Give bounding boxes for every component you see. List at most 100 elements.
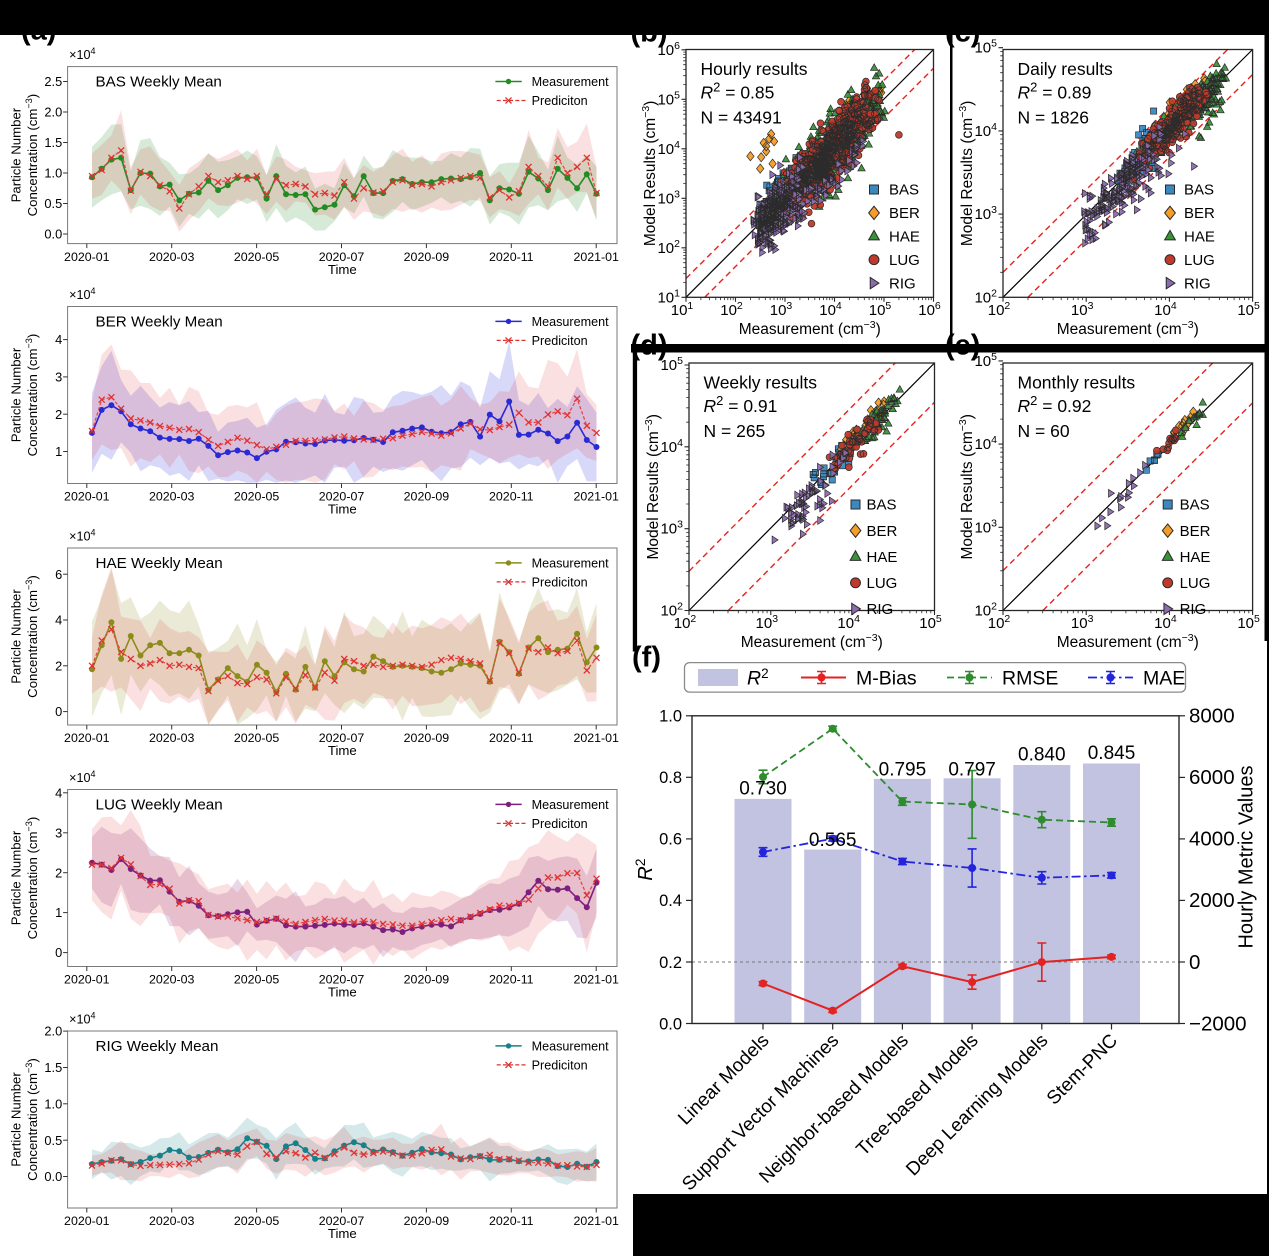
svg-text:MAE: MAE (1143, 668, 1185, 690)
svg-text:0: 0 (55, 704, 62, 719)
svg-text:HAE: HAE (889, 229, 920, 246)
svg-text:Hourly results: Hourly results (701, 59, 808, 79)
svg-text:N = 43491: N = 43491 (701, 108, 782, 128)
svg-text:4: 4 (55, 785, 62, 800)
svg-text:BER: BER (889, 205, 920, 222)
svg-text:3: 3 (55, 825, 62, 840)
svg-text:LUG Weekly Mean: LUG Weekly Mean (96, 797, 223, 814)
svg-text:BER: BER (1180, 523, 1211, 540)
svg-text:RIG: RIG (1184, 275, 1211, 292)
svg-text:Time: Time (328, 985, 357, 1000)
svg-text:2020-01: 2020-01 (64, 1214, 110, 1228)
svg-text:RIG Weekly Mean: RIG Weekly Mean (96, 1038, 219, 1055)
svg-text:2020-03: 2020-03 (149, 731, 195, 745)
svg-text:2020-05: 2020-05 (234, 1214, 280, 1228)
svg-text:R2 = 0.92: R2 = 0.92 (1018, 393, 1092, 416)
svg-text:6000: 6000 (1189, 766, 1235, 789)
svg-text:Concentration (cm−3): Concentration (cm−3) (24, 575, 40, 698)
svg-text:N = 265: N = 265 (704, 421, 766, 441)
svg-text:Measurement (cm−3): Measurement (cm−3) (741, 632, 883, 651)
svg-text:2020-03: 2020-03 (149, 973, 195, 987)
svg-text:×104: ×104 (69, 286, 95, 302)
svg-text:0.0: 0.0 (44, 1169, 62, 1184)
svg-text:2020-09: 2020-09 (404, 250, 450, 264)
svg-text:BAS: BAS (1180, 497, 1210, 514)
svg-text:HAE: HAE (867, 549, 898, 566)
svg-text:2020-03: 2020-03 (149, 1214, 195, 1228)
svg-text:0.2: 0.2 (659, 954, 682, 972)
svg-text:Measurement: Measurement (532, 75, 609, 89)
svg-text:0.5: 0.5 (44, 196, 62, 211)
svg-text:2020-05: 2020-05 (234, 973, 280, 987)
svg-text:2: 2 (55, 658, 62, 673)
svg-text:2000: 2000 (1189, 889, 1235, 912)
svg-text:2020-11: 2020-11 (489, 731, 534, 745)
svg-text:Measurement: Measurement (532, 315, 609, 329)
svg-text:Weekly results: Weekly results (704, 372, 818, 392)
svg-text:0: 0 (55, 945, 62, 960)
svg-text:2020-11: 2020-11 (489, 250, 534, 264)
svg-text:1.0: 1.0 (44, 166, 62, 181)
svg-text:0.0: 0.0 (659, 1015, 682, 1033)
svg-text:2020-01: 2020-01 (64, 973, 110, 987)
svg-text:2020-09: 2020-09 (404, 973, 450, 987)
svg-text:Time: Time (328, 262, 357, 277)
svg-text:0.845: 0.845 (1088, 743, 1136, 764)
svg-text:2021-01: 2021-01 (573, 490, 619, 504)
svg-text:HAE Weekly Mean: HAE Weekly Mean (96, 555, 223, 572)
svg-text:2021-01: 2021-01 (573, 1214, 619, 1228)
svg-text:R2 = 0.91: R2 = 0.91 (704, 393, 778, 416)
svg-text:0.840: 0.840 (1018, 745, 1066, 766)
svg-text:2021-01: 2021-01 (573, 973, 619, 987)
svg-text:Time: Time (328, 1226, 357, 1241)
svg-text:−2000: −2000 (1189, 1012, 1247, 1035)
svg-text:Measurement (cm−3): Measurement (cm−3) (1057, 632, 1199, 651)
svg-text:Model Results (cm−3): Model Results (cm−3) (640, 101, 659, 247)
svg-text:2020-11: 2020-11 (489, 490, 534, 504)
svg-text:4000: 4000 (1189, 828, 1235, 851)
svg-text:×104: ×104 (69, 528, 95, 544)
svg-text:BAS Weekly Mean: BAS Weekly Mean (96, 74, 222, 91)
svg-text:1.0: 1.0 (44, 1096, 62, 1111)
svg-text:2020-09: 2020-09 (404, 490, 450, 504)
svg-text:×104: ×104 (69, 769, 95, 785)
svg-text:Measurement: Measurement (532, 798, 609, 812)
svg-text:2.0: 2.0 (44, 105, 62, 120)
svg-text:Measurement: Measurement (532, 1039, 609, 1053)
svg-text:Prediciton: Prediciton (532, 575, 588, 589)
svg-text:Time: Time (328, 502, 357, 517)
svg-text:Concentration (cm−3): Concentration (cm−3) (24, 1058, 40, 1181)
svg-text:1.5: 1.5 (44, 1060, 62, 1075)
svg-text:Model Results (cm−3): Model Results (cm−3) (957, 414, 976, 560)
svg-text:2021-01: 2021-01 (573, 250, 619, 264)
svg-text:0.5: 0.5 (44, 1133, 62, 1148)
svg-text:2021-01: 2021-01 (573, 731, 619, 745)
svg-text:Concentration (cm−3): Concentration (cm−3) (24, 334, 40, 457)
svg-text:Particle Number: Particle Number (9, 107, 24, 202)
svg-text:Concentration (cm−3): Concentration (cm−3) (24, 94, 40, 217)
svg-text:0.8: 0.8 (659, 769, 682, 787)
svg-text:2020-03: 2020-03 (149, 250, 195, 264)
svg-text:0.795: 0.795 (879, 760, 927, 781)
svg-text:×104: ×104 (69, 1011, 95, 1027)
svg-text:2020-11: 2020-11 (489, 973, 534, 987)
svg-text:Measurement (cm−3): Measurement (cm−3) (1057, 319, 1199, 338)
svg-text:2.5: 2.5 (44, 74, 62, 89)
svg-text:4: 4 (55, 613, 62, 628)
svg-text:2: 2 (55, 865, 62, 880)
svg-text:2020-01: 2020-01 (64, 731, 110, 745)
svg-text:2020-07: 2020-07 (319, 250, 365, 264)
svg-text:RIG: RIG (889, 275, 916, 292)
svg-text:RIG: RIG (1180, 601, 1207, 618)
svg-text:0: 0 (1189, 951, 1200, 974)
svg-text:8000: 8000 (1189, 705, 1235, 728)
svg-text:Particle Number: Particle Number (9, 589, 24, 684)
svg-text:R2: R2 (632, 858, 657, 880)
svg-text:HAE: HAE (1184, 229, 1215, 246)
svg-text:×104: ×104 (69, 46, 95, 62)
svg-text:1: 1 (55, 444, 62, 459)
svg-text:2020-07: 2020-07 (319, 490, 365, 504)
svg-text:Model Results (cm−3): Model Results (cm−3) (957, 101, 976, 247)
svg-text:Particle Number: Particle Number (9, 830, 24, 925)
svg-text:Prediciton: Prediciton (532, 94, 588, 108)
